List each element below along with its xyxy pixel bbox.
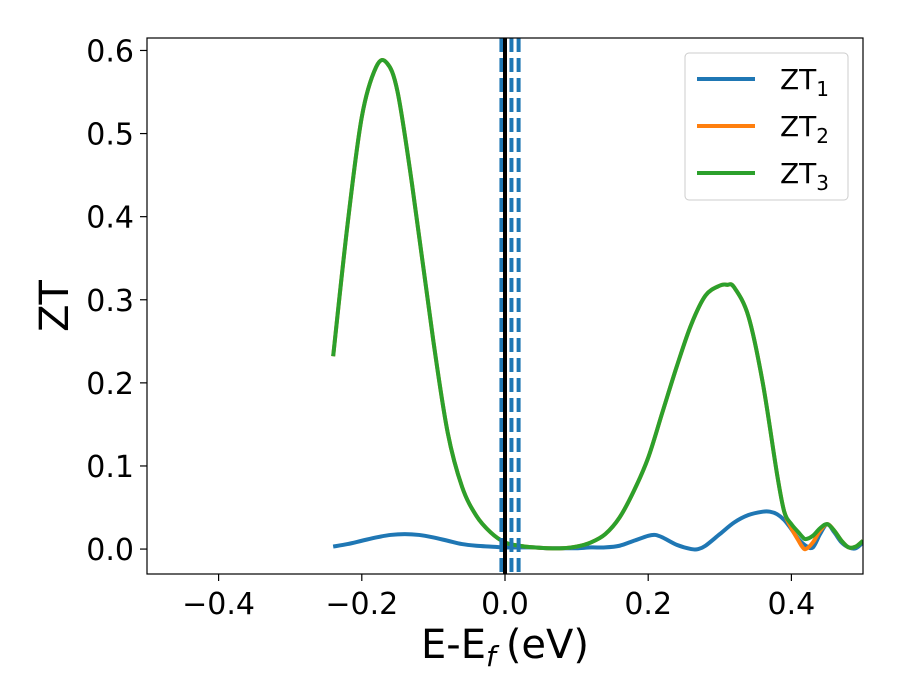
x-tick-label: −0.2 [325,587,398,622]
y-tick-label: 0.3 [86,284,134,319]
y-tick-label: 0.1 [86,450,134,485]
legend-label-zt1: ZT1 [780,63,829,101]
y-tick-label: 0.5 [86,118,134,153]
vline-layer [499,38,521,574]
y-axis-label: ZT [32,280,78,332]
x-tick-label: 0.0 [481,587,529,622]
x-tick-label: −0.4 [182,587,255,622]
x-axis-ticks: −0.4 −0.2 0.0 0.2 0.4 [182,574,815,622]
legend-box [684,52,849,201]
y-axis-ticks: 0.0 0.1 0.2 0.3 0.4 0.5 0.6 [86,34,147,568]
series-line-zt3 [331,58,863,551]
y-tick-label: 0.2 [86,367,134,402]
y-tick-label: 0.6 [86,34,134,69]
x-axis-label-unit: (eV) [506,622,589,668]
x-tick-label: 0.2 [624,587,672,622]
x-tick-label: 0.4 [768,587,816,622]
legend: ZT1 ZT2 ZT3 [684,52,849,201]
plot-frame [146,37,864,575]
series-line-zt1 [332,509,863,552]
series-layer [331,58,863,552]
x-axis-label-main: E-E [421,622,486,668]
x-axis-label: E-Ef (eV) [421,622,589,673]
legend-label-zt2: ZT2 [780,110,829,148]
y-tick-label: 0.4 [86,201,134,236]
y-tick-label: 0.0 [86,533,134,568]
legend-label-zt3: ZT3 [780,157,829,195]
plot-area [331,38,863,574]
x-axis-label-subscript: f [486,640,500,673]
